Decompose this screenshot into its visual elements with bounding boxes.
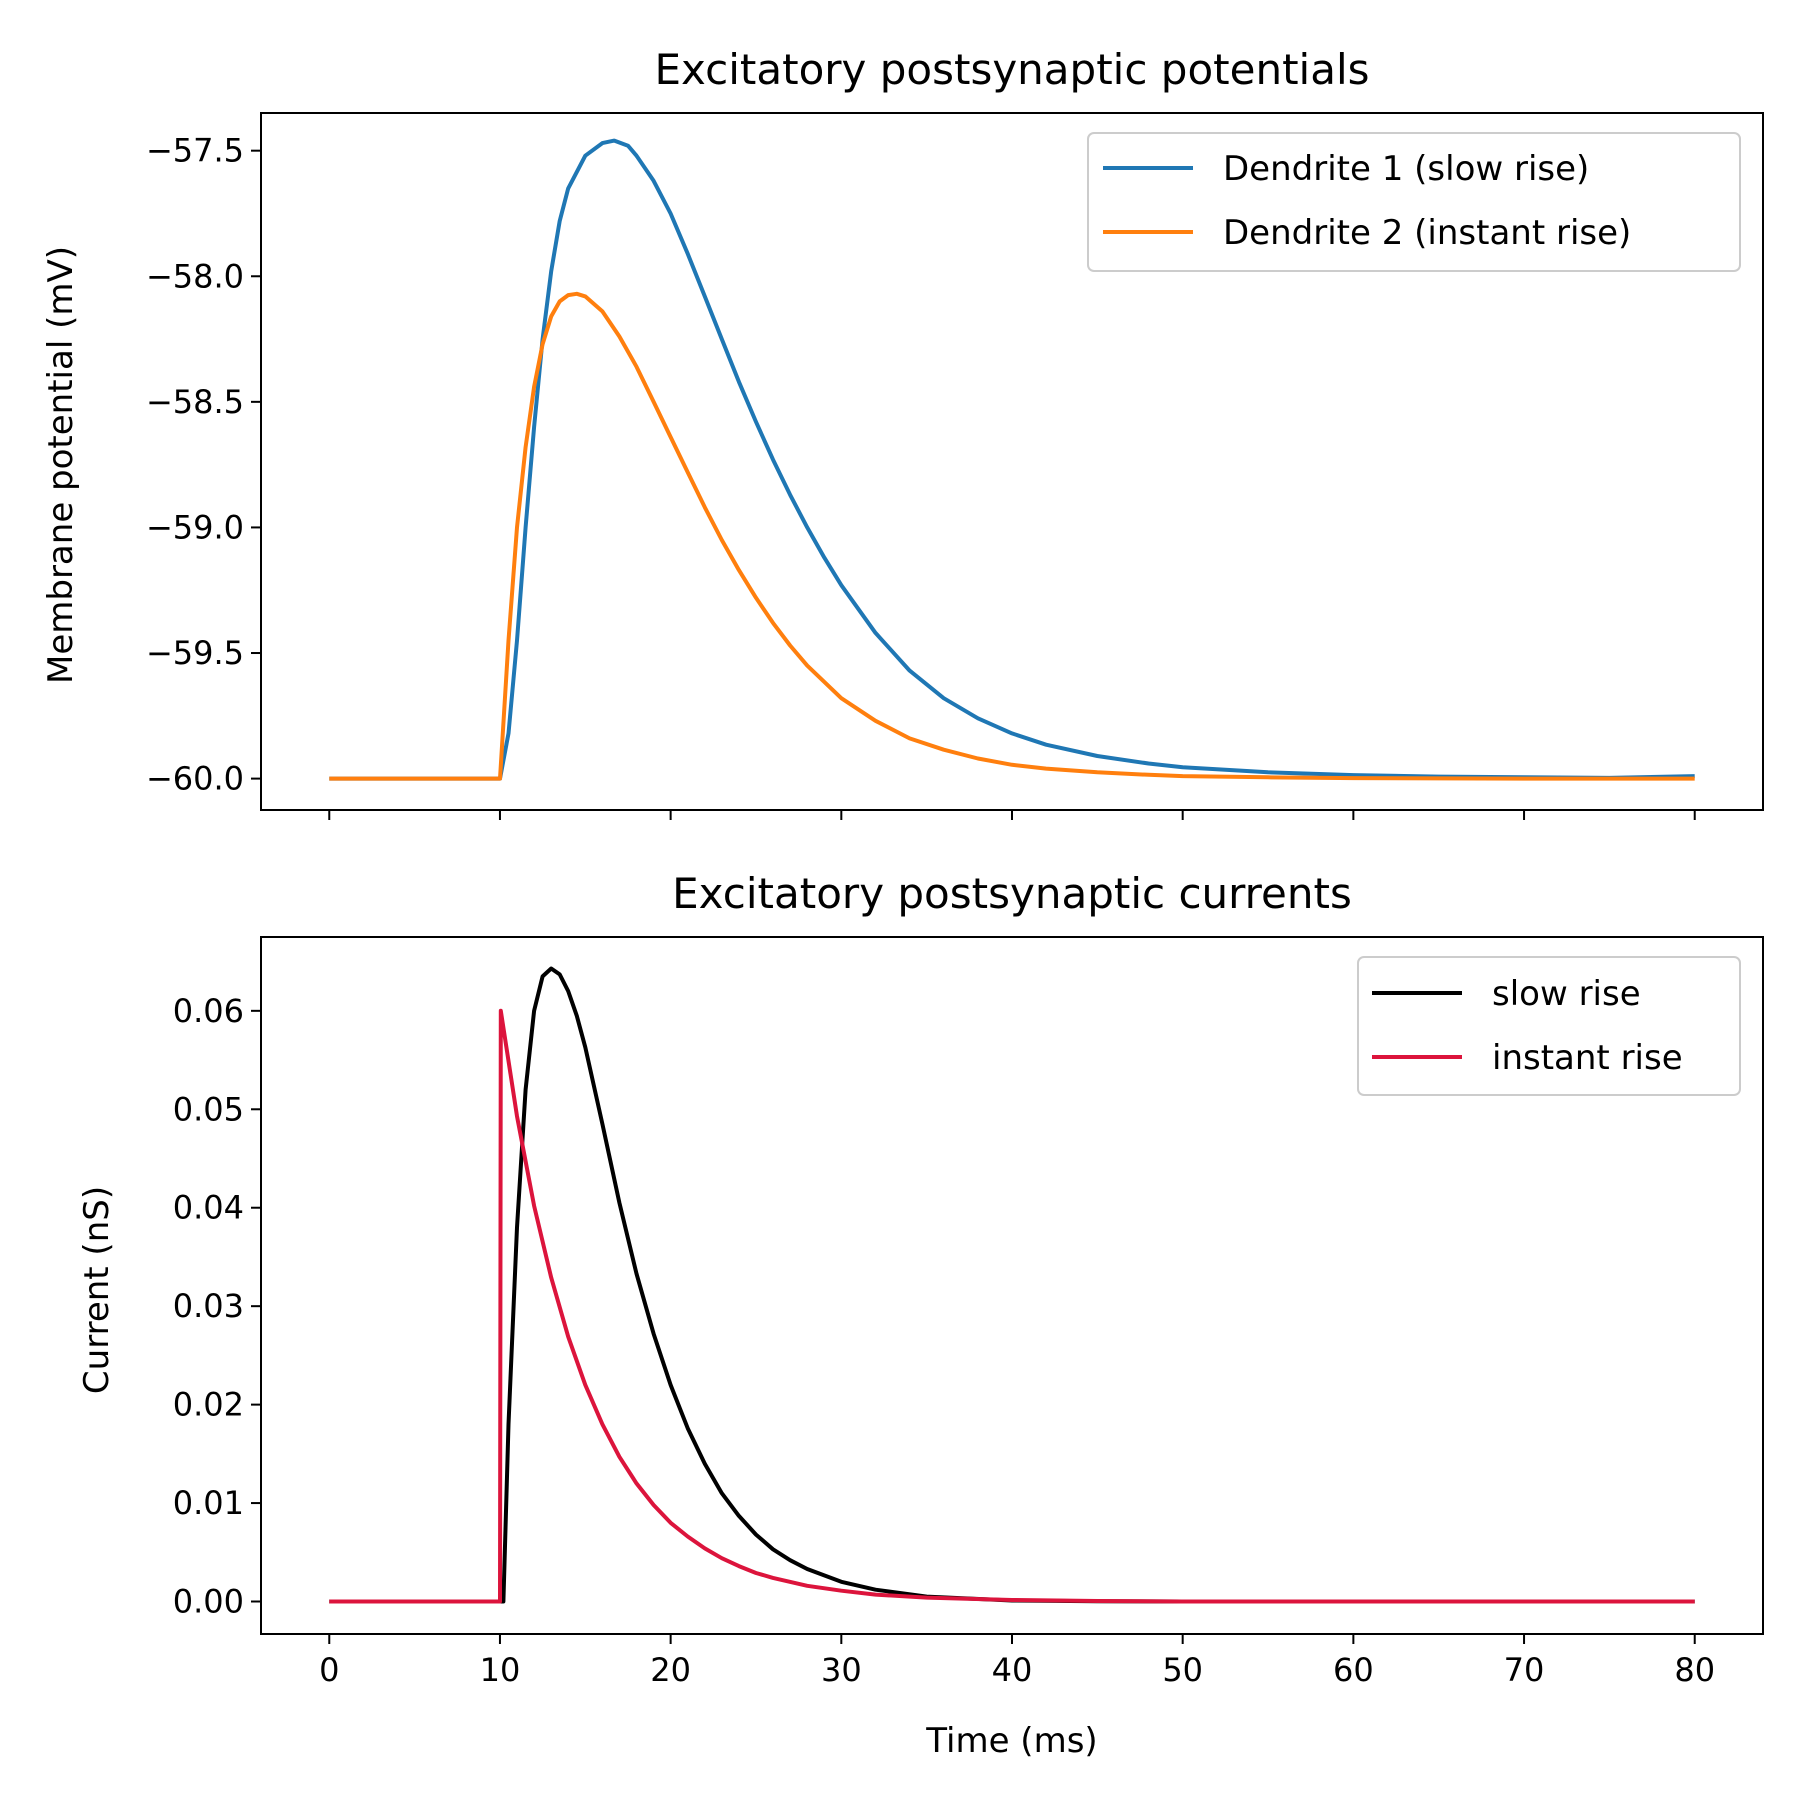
currents-series-line-2 — [329, 1008, 1695, 1604]
potentials-series-line-1 — [329, 138, 1695, 781]
currents-y-tick-label: 0.03 — [173, 1287, 244, 1325]
potentials-title: Excitatory postsynaptic potentials — [654, 45, 1369, 94]
potentials-axes-frame — [260, 112, 1764, 811]
potentials-lines — [329, 138, 1695, 781]
potentials-series-line-2 — [329, 291, 1695, 781]
currents-x-tick-label: 40 — [992, 1651, 1033, 1689]
legend-label-dendrite-2: Dendrite 2 (instant rise) — [1223, 213, 1631, 253]
potentials-y-tick-label: −59.0 — [146, 508, 244, 546]
currents-axes-frame — [260, 936, 1764, 1635]
currents-x-tick-label: 10 — [480, 1651, 521, 1689]
currents-legend: slow rise instant rise — [1357, 956, 1741, 1096]
currents-ticks: 0 10 20 30 40 50 60 70 80 0.00 0.01 0.02 0.03 0.04 0.0… — [173, 992, 1715, 1689]
potentials-legend: Dendrite 1 (slow rise) Dendrite 2 (insta… — [1087, 132, 1741, 272]
currents-x-tick-label: 60 — [1333, 1651, 1374, 1689]
currents-x-tick-label: 70 — [1504, 1651, 1545, 1689]
currents-x-tick-label: 30 — [821, 1651, 862, 1689]
currents-xlabel: Time (ms) — [925, 1721, 1097, 1761]
legend-label-dendrite-1: Dendrite 1 (slow rise) — [1223, 149, 1589, 189]
potentials-y-tick-label: −59.5 — [146, 634, 244, 672]
potentials-panel: Excitatory postsynaptic potentials Membr… — [41, 45, 1764, 820]
currents-ylabel: Current (nS) — [77, 1186, 117, 1394]
currents-lines — [329, 966, 1695, 1604]
currents-y-tick-label: 0.02 — [173, 1386, 244, 1424]
legend-label-slow-rise: slow rise — [1492, 974, 1641, 1014]
currents-y-tick-label: 0.00 — [173, 1583, 244, 1621]
currents-y-tick-label: 0.05 — [173, 1090, 244, 1128]
legend-label-instant-rise: instant rise — [1492, 1038, 1683, 1078]
potentials-y-tick-label: −57.5 — [146, 132, 244, 170]
potentials-ylabel: Membrane potential (mV) — [41, 246, 81, 684]
currents-panel: Excitatory postsynaptic currents Time (m… — [77, 869, 1764, 1761]
potentials-y-tick-label: −58.0 — [146, 257, 244, 295]
currents-title: Excitatory postsynaptic currents — [672, 869, 1352, 918]
currents-x-tick-label: 50 — [1162, 1651, 1203, 1689]
potentials-y-tick-label: −58.5 — [146, 383, 244, 421]
potentials-y-tick-label: −60.0 — [146, 760, 244, 798]
currents-x-tick-label: 20 — [650, 1651, 691, 1689]
currents-y-tick-label: 0.04 — [173, 1189, 244, 1227]
currents-y-tick-label: 0.01 — [173, 1484, 244, 1522]
potentials-ticks: −60.0 −59.5 −59.0 −58.5 −58.0 −57.5 — [146, 132, 1696, 820]
currents-x-tick-label: 80 — [1674, 1651, 1715, 1689]
currents-y-tick-label: 0.06 — [173, 992, 244, 1030]
currents-x-tick-label: 0 — [319, 1651, 339, 1689]
potentials-legend-box — [1087, 132, 1741, 272]
